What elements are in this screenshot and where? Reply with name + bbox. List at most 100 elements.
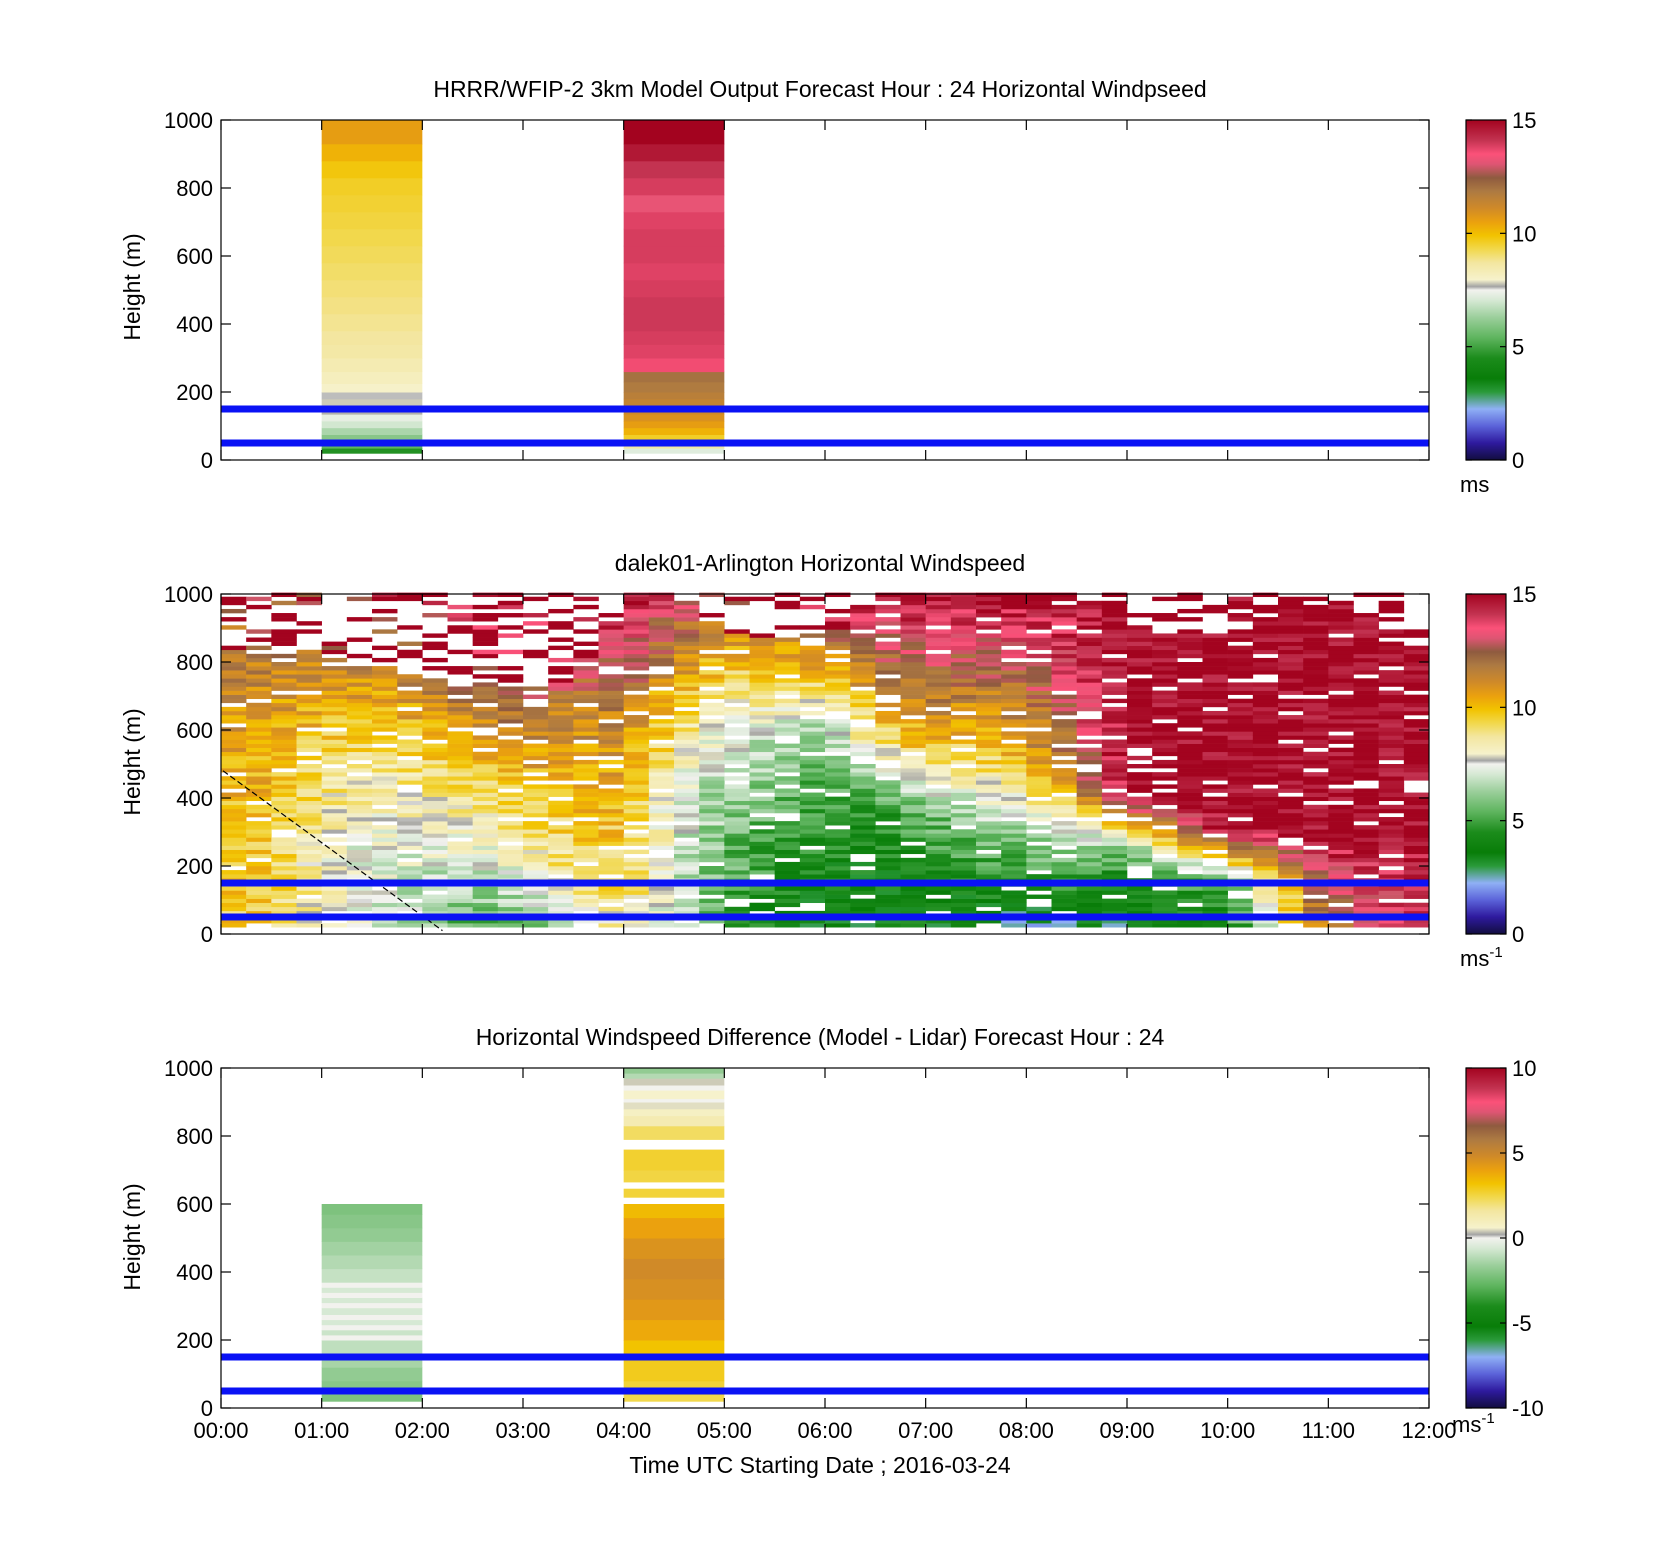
- heatmap-cell: [1026, 804, 1052, 810]
- heatmap-cell: [976, 890, 1002, 895]
- heatmap-cell: [1378, 682, 1405, 687]
- heatmap-cell: [1101, 755, 1128, 761]
- heatmap-cell: [1378, 710, 1405, 716]
- heatmap-cell: [548, 800, 574, 806]
- heatmap-cell: [1403, 743, 1430, 748]
- heatmap-cell: [1278, 906, 1304, 912]
- heatmap-cell: [925, 686, 952, 691]
- heatmap-cell: [1001, 608, 1027, 614]
- heatmap-cell: [1403, 853, 1430, 859]
- heatmap-cell: [1303, 613, 1329, 618]
- heatmap-cell: [1252, 837, 1279, 842]
- heatmap-cell: [447, 755, 473, 761]
- heatmap-cell: [346, 731, 373, 736]
- heatmap-cell: [623, 1357, 725, 1382]
- heatmap-cell: [950, 662, 977, 667]
- heatmap-cell: [1278, 735, 1304, 740]
- heatmap-cell: [422, 751, 448, 757]
- heatmap-cell: [397, 764, 423, 769]
- heatmap-cell: [1227, 796, 1254, 802]
- heatmap-cell: [221, 853, 247, 859]
- heatmap-cell: [976, 829, 1002, 834]
- heatmap-cell: [900, 694, 926, 700]
- heatmap-cell: [699, 637, 725, 642]
- heatmap-cell: [1227, 804, 1254, 810]
- heatmap-cell: [699, 772, 725, 777]
- heatmap-cell: [1026, 845, 1052, 850]
- heatmap-cell: [749, 666, 775, 671]
- heatmap-cell: [875, 719, 901, 724]
- heatmap-cell: [1252, 719, 1279, 724]
- heatmap-cell: [246, 727, 272, 732]
- heatmap-cell: [422, 641, 448, 646]
- heatmap-cell: [397, 719, 423, 724]
- heatmap-cell: [799, 633, 826, 638]
- heatmap-cell: [1252, 649, 1279, 655]
- heatmap-cell: [925, 759, 952, 765]
- heatmap-cell: [296, 861, 322, 867]
- heatmap-cell: [648, 902, 675, 908]
- heatmap-cell: [598, 690, 624, 695]
- heatmap-cell: [1252, 890, 1279, 895]
- heatmap-cell: [397, 653, 423, 659]
- heatmap-cell: [1328, 825, 1354, 830]
- heatmap-cell: [548, 625, 574, 630]
- heatmap-cell: [699, 890, 725, 895]
- heatmap-cell: [950, 649, 977, 655]
- heatmap-cell: [674, 829, 700, 834]
- heatmap-cell: [799, 678, 826, 683]
- heatmap-cell: [774, 866, 801, 871]
- heatmap-cell: [548, 706, 574, 712]
- heatmap-cell: [321, 1204, 423, 1215]
- heatmap-cell: [875, 666, 901, 671]
- heatmap-cell: [850, 804, 876, 810]
- heatmap-cell: [271, 698, 297, 704]
- heatmap-cell: [674, 886, 700, 891]
- heatmap-cell: [296, 596, 322, 602]
- heatmap-cell: [1076, 902, 1103, 908]
- heatmap-cell: [472, 694, 499, 700]
- heatmap-cell: [573, 657, 599, 663]
- heatmap-cell: [1001, 906, 1027, 912]
- heatmap-cell: [1353, 861, 1379, 867]
- heatmap-cell: [271, 841, 297, 846]
- heatmap-cell: [1252, 715, 1279, 720]
- heatmap-cell: [422, 764, 448, 769]
- heatmap-cell: [422, 706, 448, 712]
- heatmap-cell: [1101, 759, 1128, 765]
- heatmap-cell: [1378, 849, 1405, 855]
- heatmap-cell: [648, 649, 675, 655]
- heatmap-cell: [1001, 600, 1027, 606]
- heatmap-cell: [1328, 719, 1354, 724]
- heatmap-cell: [1252, 666, 1279, 671]
- heatmap-cell: [1353, 735, 1379, 740]
- heatmap-cell: [1227, 613, 1254, 618]
- heatmap-cell: [372, 682, 398, 687]
- heatmap-cell: [221, 845, 247, 850]
- heatmap-cell: [1001, 706, 1027, 712]
- heatmap-cell: [799, 719, 826, 724]
- heatmap-cell: [523, 902, 549, 908]
- heatmap-cell: [749, 902, 775, 908]
- heatmap-cell: [548, 621, 574, 626]
- heatmap-cell: [548, 592, 574, 598]
- heatmap-cell: [674, 804, 700, 810]
- heatmap-cell: [271, 755, 297, 761]
- heatmap-cell: [825, 759, 851, 765]
- heatmap-cell: [623, 596, 650, 602]
- heatmap-cell: [749, 849, 775, 855]
- heatmap-cell: [1252, 812, 1279, 818]
- heatmap-cell: [724, 686, 750, 691]
- heatmap-cell: [1101, 898, 1128, 904]
- heatmap-cell: [1403, 894, 1430, 899]
- heatmap-cell: [1353, 682, 1379, 687]
- heatmap-cell: [321, 845, 348, 850]
- heatmap-cell: [1328, 649, 1354, 655]
- heatmap-cell: [296, 825, 322, 830]
- heatmap-cell: [372, 866, 398, 871]
- heatmap-cell: [523, 910, 549, 916]
- heatmap-cell: [925, 653, 952, 659]
- heatmap-cell: [1378, 788, 1405, 793]
- heatmap-cell: [799, 821, 826, 826]
- heatmap-cell: [598, 780, 624, 785]
